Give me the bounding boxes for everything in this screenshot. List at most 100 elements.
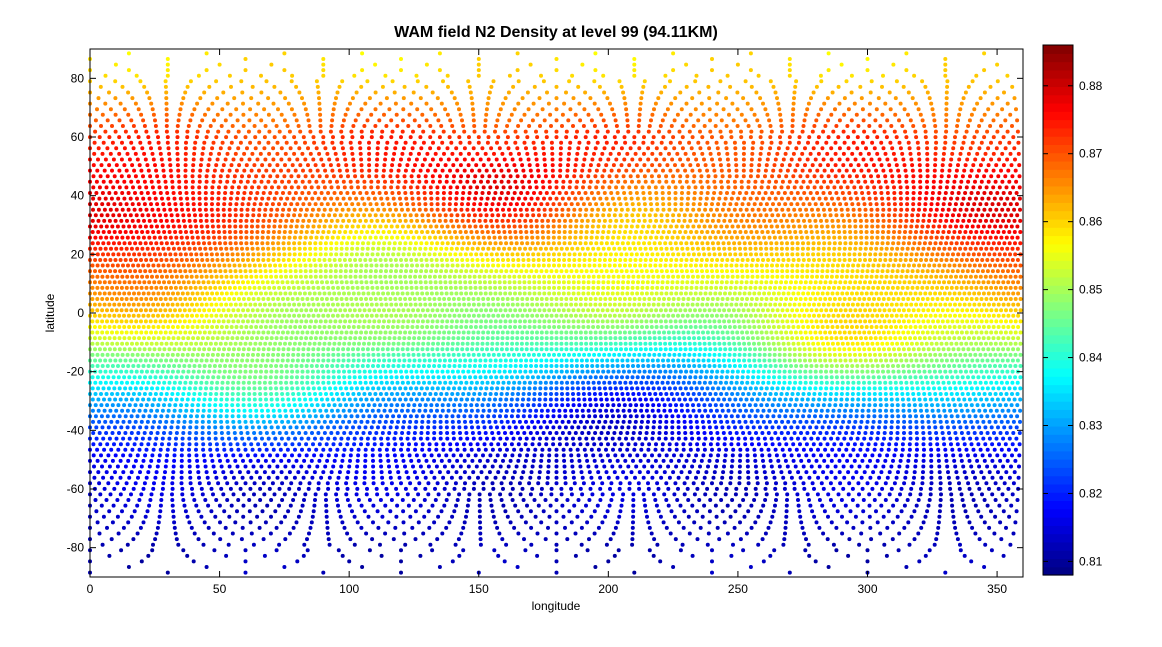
data-point bbox=[637, 486, 642, 491]
data-point bbox=[575, 514, 580, 519]
data-point bbox=[577, 352, 582, 357]
data-point bbox=[505, 514, 510, 519]
data-point bbox=[440, 531, 445, 536]
data-point bbox=[440, 408, 445, 413]
data-point bbox=[316, 369, 321, 374]
data-point bbox=[182, 386, 187, 391]
data-point bbox=[412, 431, 417, 435]
data-point bbox=[815, 436, 820, 441]
data-point bbox=[469, 380, 474, 385]
data-point bbox=[780, 447, 785, 452]
data-point bbox=[732, 358, 736, 363]
data-point bbox=[871, 375, 876, 380]
data-point bbox=[481, 481, 486, 486]
data-point bbox=[907, 408, 912, 413]
data-point bbox=[576, 397, 581, 402]
data-point bbox=[367, 498, 372, 502]
data-point bbox=[801, 481, 806, 486]
data-point bbox=[576, 498, 581, 502]
data-point bbox=[592, 392, 597, 396]
data-point bbox=[938, 392, 943, 396]
data-point bbox=[234, 481, 239, 486]
data-point bbox=[423, 475, 428, 480]
data-point bbox=[826, 425, 831, 430]
data-point bbox=[543, 386, 548, 391]
data-point bbox=[1013, 364, 1018, 368]
data-point bbox=[258, 475, 262, 480]
data-point bbox=[872, 447, 877, 452]
data-point bbox=[804, 453, 809, 458]
data-point bbox=[560, 503, 565, 508]
data-point bbox=[939, 425, 944, 430]
data-point bbox=[332, 341, 337, 346]
data-point bbox=[862, 436, 867, 441]
data-point bbox=[117, 347, 122, 352]
data-point bbox=[534, 358, 539, 363]
data-point bbox=[681, 358, 686, 363]
data-point bbox=[559, 358, 564, 363]
data-point bbox=[951, 397, 956, 402]
data-point bbox=[683, 397, 687, 402]
data-point bbox=[799, 458, 804, 463]
data-point bbox=[623, 336, 628, 341]
data-point bbox=[500, 336, 505, 341]
data-point bbox=[856, 403, 860, 408]
data-point bbox=[516, 442, 521, 447]
data-point bbox=[225, 498, 230, 502]
data-point bbox=[102, 347, 107, 352]
data-point bbox=[957, 419, 961, 424]
data-point bbox=[103, 419, 108, 424]
data-point bbox=[616, 397, 620, 402]
data-point bbox=[117, 336, 122, 341]
data-point bbox=[521, 352, 526, 357]
data-point bbox=[832, 442, 837, 447]
data-point bbox=[909, 358, 914, 363]
data-point bbox=[819, 380, 824, 385]
data-point bbox=[828, 498, 833, 502]
data-point bbox=[254, 414, 259, 419]
data-point bbox=[689, 369, 694, 374]
data-point bbox=[247, 403, 252, 408]
data-point bbox=[426, 419, 431, 424]
data-point bbox=[301, 352, 306, 357]
data-point bbox=[411, 464, 415, 469]
data-point bbox=[346, 352, 351, 357]
data-point bbox=[310, 431, 314, 435]
data-point bbox=[810, 481, 815, 486]
data-point bbox=[501, 458, 505, 463]
data-point bbox=[894, 392, 899, 396]
data-point bbox=[446, 470, 451, 475]
data-point bbox=[321, 352, 326, 357]
data-point bbox=[921, 442, 926, 447]
data-point bbox=[573, 531, 578, 536]
data-point bbox=[208, 397, 213, 402]
data-point bbox=[241, 397, 246, 402]
data-point bbox=[258, 498, 263, 502]
data-point bbox=[313, 492, 318, 497]
data-point bbox=[656, 375, 661, 380]
data-point bbox=[399, 447, 403, 452]
data-point bbox=[710, 548, 714, 553]
data-point bbox=[215, 336, 220, 341]
data-point bbox=[179, 458, 184, 463]
data-point bbox=[503, 453, 508, 458]
data-point bbox=[337, 380, 342, 385]
data-point bbox=[231, 453, 236, 458]
data-point bbox=[236, 447, 241, 452]
data-point bbox=[470, 431, 475, 435]
data-point bbox=[146, 336, 151, 341]
data-point bbox=[608, 537, 613, 542]
data-point bbox=[531, 352, 536, 357]
data-point bbox=[557, 408, 562, 413]
data-point bbox=[785, 464, 790, 469]
data-point bbox=[355, 464, 360, 469]
data-point bbox=[406, 352, 411, 357]
data-point bbox=[662, 403, 667, 408]
data-point bbox=[973, 414, 978, 419]
data-point bbox=[161, 481, 166, 486]
data-point bbox=[115, 341, 120, 346]
data-point bbox=[989, 425, 994, 430]
data-point bbox=[832, 352, 837, 357]
data-point bbox=[845, 386, 850, 391]
data-point bbox=[478, 358, 483, 363]
